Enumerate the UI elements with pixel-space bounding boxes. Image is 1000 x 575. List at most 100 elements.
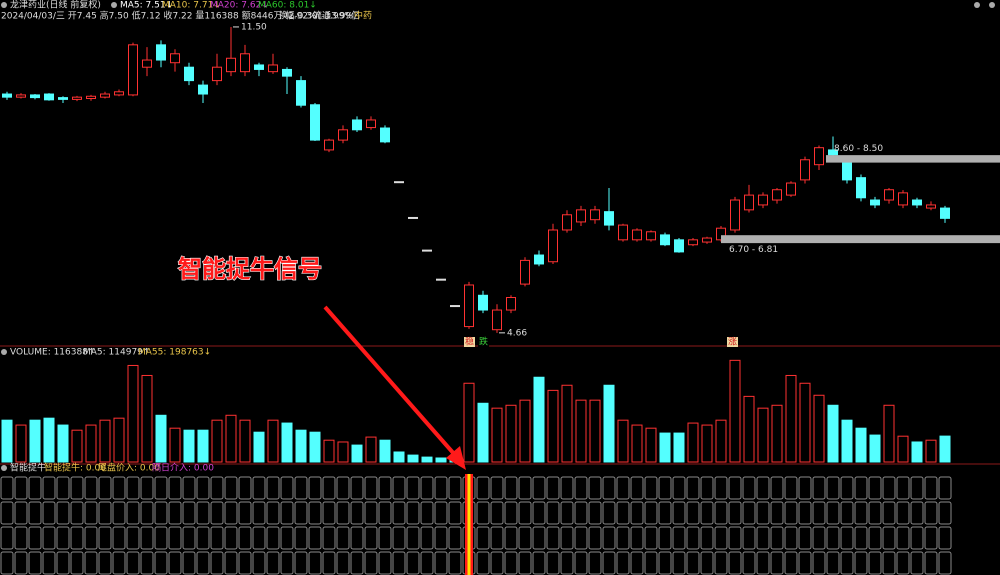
signal-cell <box>252 476 266 500</box>
volume-bar <box>71 429 83 463</box>
signal-cell <box>112 476 126 500</box>
volume-bar <box>869 434 881 463</box>
signal-cell <box>392 501 406 525</box>
signal-cell <box>574 526 588 550</box>
signal-cell <box>280 501 294 525</box>
signal-cell <box>420 501 434 525</box>
signal-cell <box>686 476 700 500</box>
signal-cell <box>378 476 392 500</box>
signal-cell <box>112 526 126 550</box>
candle-body <box>44 93 54 101</box>
bullet <box>1 349 7 355</box>
signal-cell <box>0 476 14 500</box>
signal-cell <box>294 501 308 525</box>
candle-body <box>604 211 614 226</box>
arrow-head <box>446 446 466 470</box>
volume-bar <box>519 399 531 463</box>
signal-cell <box>322 501 336 525</box>
signal-cell <box>196 551 210 575</box>
signal-cell <box>224 551 238 575</box>
signal-cell <box>868 551 882 575</box>
signal-cell <box>196 476 210 500</box>
volume-ma: MA55: 198763↓ <box>138 348 211 358</box>
volume-bar <box>813 394 825 463</box>
signal-cell <box>378 526 392 550</box>
signal-cell <box>14 526 28 550</box>
signal-cell <box>266 551 280 575</box>
quote-info: 2024/04/03/三 开7.45 高7.50 低7.12 收7.22 量11… <box>1 10 357 22</box>
candle-body <box>856 177 866 199</box>
signal-cell <box>154 476 168 500</box>
turnover: 换2.92% <box>279 10 317 22</box>
volume-bar <box>407 454 419 463</box>
signal-cell <box>714 501 728 525</box>
signal-cell <box>812 551 826 575</box>
signal-cell <box>882 551 896 575</box>
signal-cell <box>518 551 532 575</box>
volume-bar <box>85 424 97 463</box>
signal-cell <box>154 551 168 575</box>
signal-cell <box>280 476 294 500</box>
signal-cell <box>238 526 252 550</box>
signal-cell <box>434 551 448 575</box>
candle-body <box>548 229 558 263</box>
signal-cell <box>42 551 56 575</box>
candle-body <box>828 149 838 156</box>
signal-cell <box>728 501 742 525</box>
signal-cell <box>868 526 882 550</box>
signal-cell <box>560 526 574 550</box>
signal-cell <box>476 476 490 500</box>
signal-cell <box>812 476 826 500</box>
volume-bar <box>617 419 629 463</box>
signal-cell <box>210 476 224 500</box>
volume-bar <box>141 374 153 463</box>
signal-cell <box>168 476 182 500</box>
signal-cell <box>840 501 854 525</box>
signal-cell <box>756 501 770 525</box>
signal-cell <box>630 501 644 525</box>
signal-cell <box>238 476 252 500</box>
signal-cell <box>280 526 294 550</box>
signal-cell <box>532 526 546 550</box>
signal-cell <box>560 476 574 500</box>
bullet <box>1 465 7 471</box>
signal-cell <box>798 476 812 500</box>
signal-cell <box>0 551 14 575</box>
candle-body <box>660 234 670 246</box>
signal-cell <box>742 551 756 575</box>
arrow-shaft <box>323 305 457 457</box>
signal-cell <box>574 501 588 525</box>
signal-cell <box>168 551 182 575</box>
signal-cell <box>784 526 798 550</box>
volume-bar <box>701 424 713 463</box>
signal-cell <box>742 526 756 550</box>
signal-cell <box>196 501 210 525</box>
signal-cell <box>854 551 868 575</box>
signal-cell <box>672 501 686 525</box>
signal-cell <box>252 551 266 575</box>
candle-body <box>926 204 936 209</box>
signal-cell <box>266 476 280 500</box>
volume-bar <box>561 384 573 463</box>
candle-body <box>884 189 894 201</box>
ma-label: MA10: 7.71↓ <box>162 1 221 11</box>
signal-cell <box>56 476 70 500</box>
signal-cell <box>756 526 770 550</box>
volume-bar <box>757 407 769 463</box>
signal-cell <box>490 501 504 525</box>
volume-bar <box>743 395 755 463</box>
signal-cell <box>686 501 700 525</box>
marker-box <box>464 337 475 347</box>
candle-body <box>576 209 586 223</box>
signal-cell <box>574 476 588 500</box>
candle-body <box>506 297 516 311</box>
signal-cell <box>574 551 588 575</box>
icon <box>974 2 980 8</box>
signal-cell <box>70 526 84 550</box>
signal-cell <box>826 526 840 550</box>
signal-cell <box>196 526 210 550</box>
signal-cell <box>168 501 182 525</box>
signal-cell <box>784 501 798 525</box>
candle-body <box>464 284 474 328</box>
